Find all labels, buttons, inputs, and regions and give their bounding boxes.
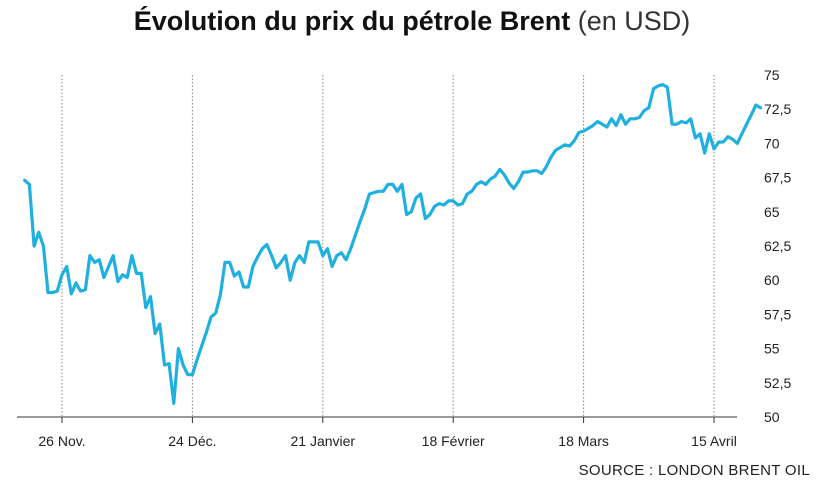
x-tick-label: 15 Avril [691, 433, 737, 449]
x-tick-label: 26 Nov. [38, 433, 85, 449]
x-tick-label: 21 Janvier [291, 433, 356, 449]
y-tick-label: 50 [764, 409, 780, 425]
x-tick-label: 18 Février [422, 433, 485, 449]
chart-title: Évolution du prix du pétrole Brent (en U… [0, 6, 824, 37]
y-tick-label: 70 [764, 135, 780, 151]
y-tick-label: 60 [764, 272, 780, 288]
price-series-line [23, 83, 763, 405]
x-tick-label: 18 Mars [558, 433, 609, 449]
x-tick-label: 24 Déc. [168, 433, 216, 449]
chart-title-main: Évolution du prix du pétrole Brent [133, 6, 571, 36]
y-tick-label: 75 [764, 67, 780, 83]
y-tick-label: 65 [764, 204, 780, 220]
chart-title-subtitle: (en USD) [577, 6, 691, 36]
y-tick-label: 67,5 [764, 170, 791, 186]
y-tick-label: 52,5 [764, 375, 791, 391]
source-note: SOURCE : LONDON BRENT OIL [578, 462, 810, 479]
y-tick-label: 62,5 [764, 238, 791, 254]
y-tick-label: 72,5 [764, 101, 791, 117]
y-tick-label: 57,5 [764, 306, 791, 322]
y-tick-label: 55 [764, 341, 780, 357]
